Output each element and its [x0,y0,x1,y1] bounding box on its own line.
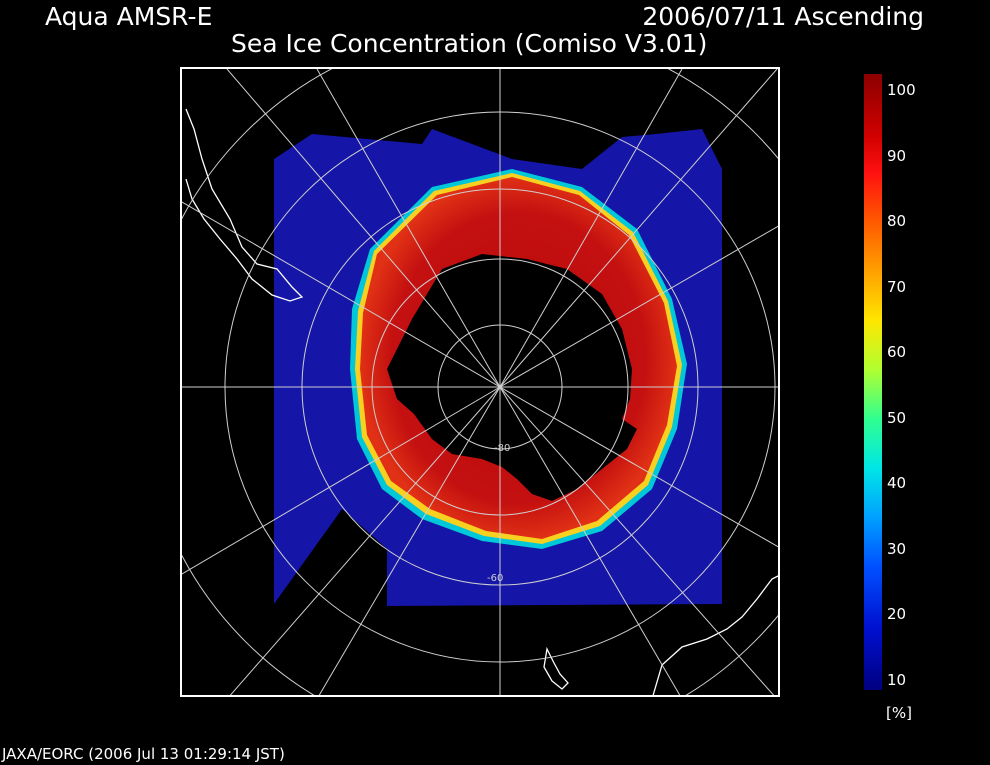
date-pass-title: 2006/07/11 Ascending [642,2,924,31]
lat-label-80: -80 [494,443,510,454]
product-title: Sea Ice Concentration (Comiso V3.01) [231,29,708,58]
map-canvas: -80 -60 [182,69,778,695]
colorbar-tick-10: 10 [887,670,907,689]
footer-credit: JAXA/EORC (2006 Jul 13 01:29:14 JST) [2,745,285,763]
satellite-title: Aqua AMSR-E [45,2,213,31]
lat-label-60: -60 [487,573,503,584]
colorbar-tick-80: 80 [887,212,907,230]
colorbar-tick-60: 60 [887,343,907,361]
colorbar-tick-100: 100 [887,81,916,99]
south-america-coast [185,108,304,302]
colorbar-tick-30: 30 [887,539,907,558]
colorbar-unit: [%] [886,704,912,722]
colorbar-tick-90: 90 [887,146,907,165]
colorbar-tick-70: 70 [887,277,907,296]
colorbar-tick-50: 50 [887,408,907,427]
colorbar-tick-20: 20 [887,605,907,623]
graticule [182,69,778,695]
colorbar-tick-40: 40 [887,474,907,492]
new-zealand-coast [543,646,569,690]
australia-coast [652,575,778,695]
colorbar [864,74,882,690]
polar-map: -80 -60 [180,67,780,697]
